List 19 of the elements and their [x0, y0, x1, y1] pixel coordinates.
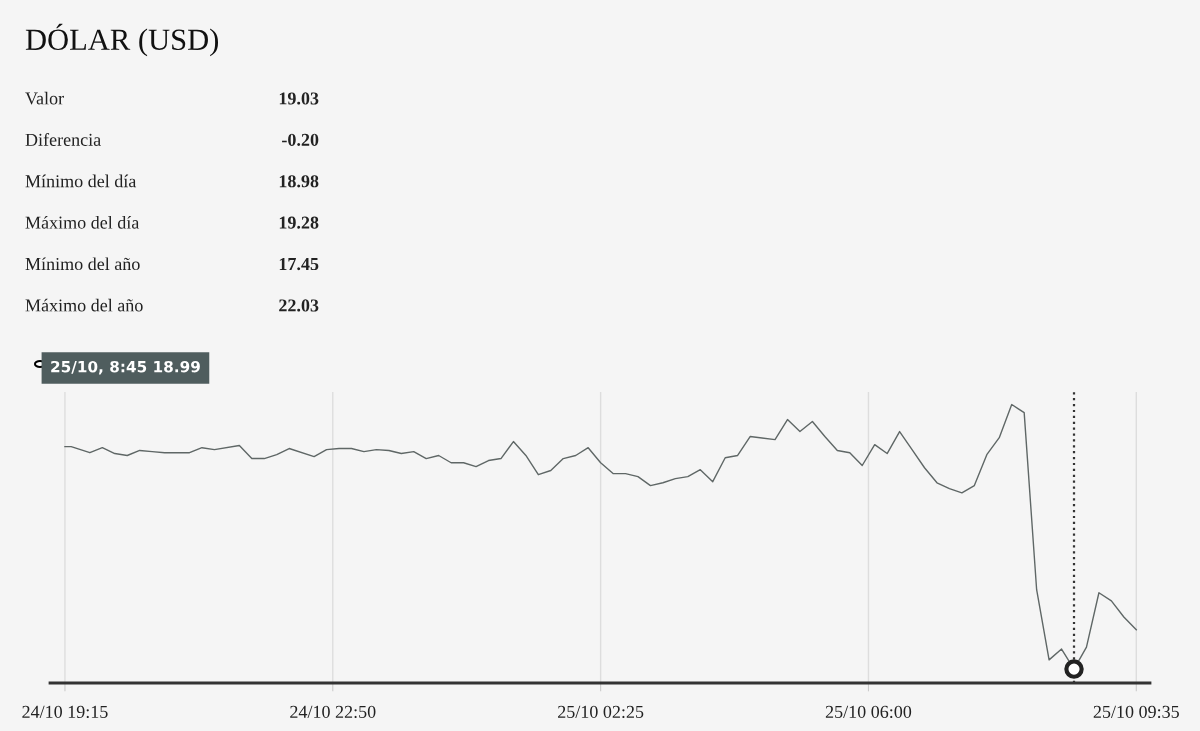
- x-tick-label: 25/10 02:25: [558, 705, 644, 719]
- text: Máximo del día: [25, 215, 140, 229]
- x-tick-label: 25/10 06:00: [825, 705, 912, 719]
- text: 19.28: [279, 216, 319, 229]
- text: 17.45: [279, 258, 319, 271]
- text: Diferencia: [25, 133, 101, 146]
- text: Máximo del año: [25, 298, 143, 312]
- text: 25/10, 8:45 18.99: [51, 360, 200, 375]
- text: Mínimo del día: [25, 174, 137, 188]
- x-tick-label: 25/10 09:35: [1093, 705, 1179, 719]
- chart-title: DÓLAR (USD): [25, 23, 219, 57]
- text: -0.20: [282, 133, 319, 146]
- x-tick-label: 24/10 22:50: [290, 705, 376, 719]
- text: 22.03: [279, 299, 319, 312]
- text: Valor: [25, 91, 64, 105]
- text: Mínimo del año: [25, 257, 140, 271]
- text: 18.98: [279, 175, 319, 188]
- text: 19.03: [279, 92, 319, 105]
- x-tick-label: 24/10 19:15: [22, 705, 108, 719]
